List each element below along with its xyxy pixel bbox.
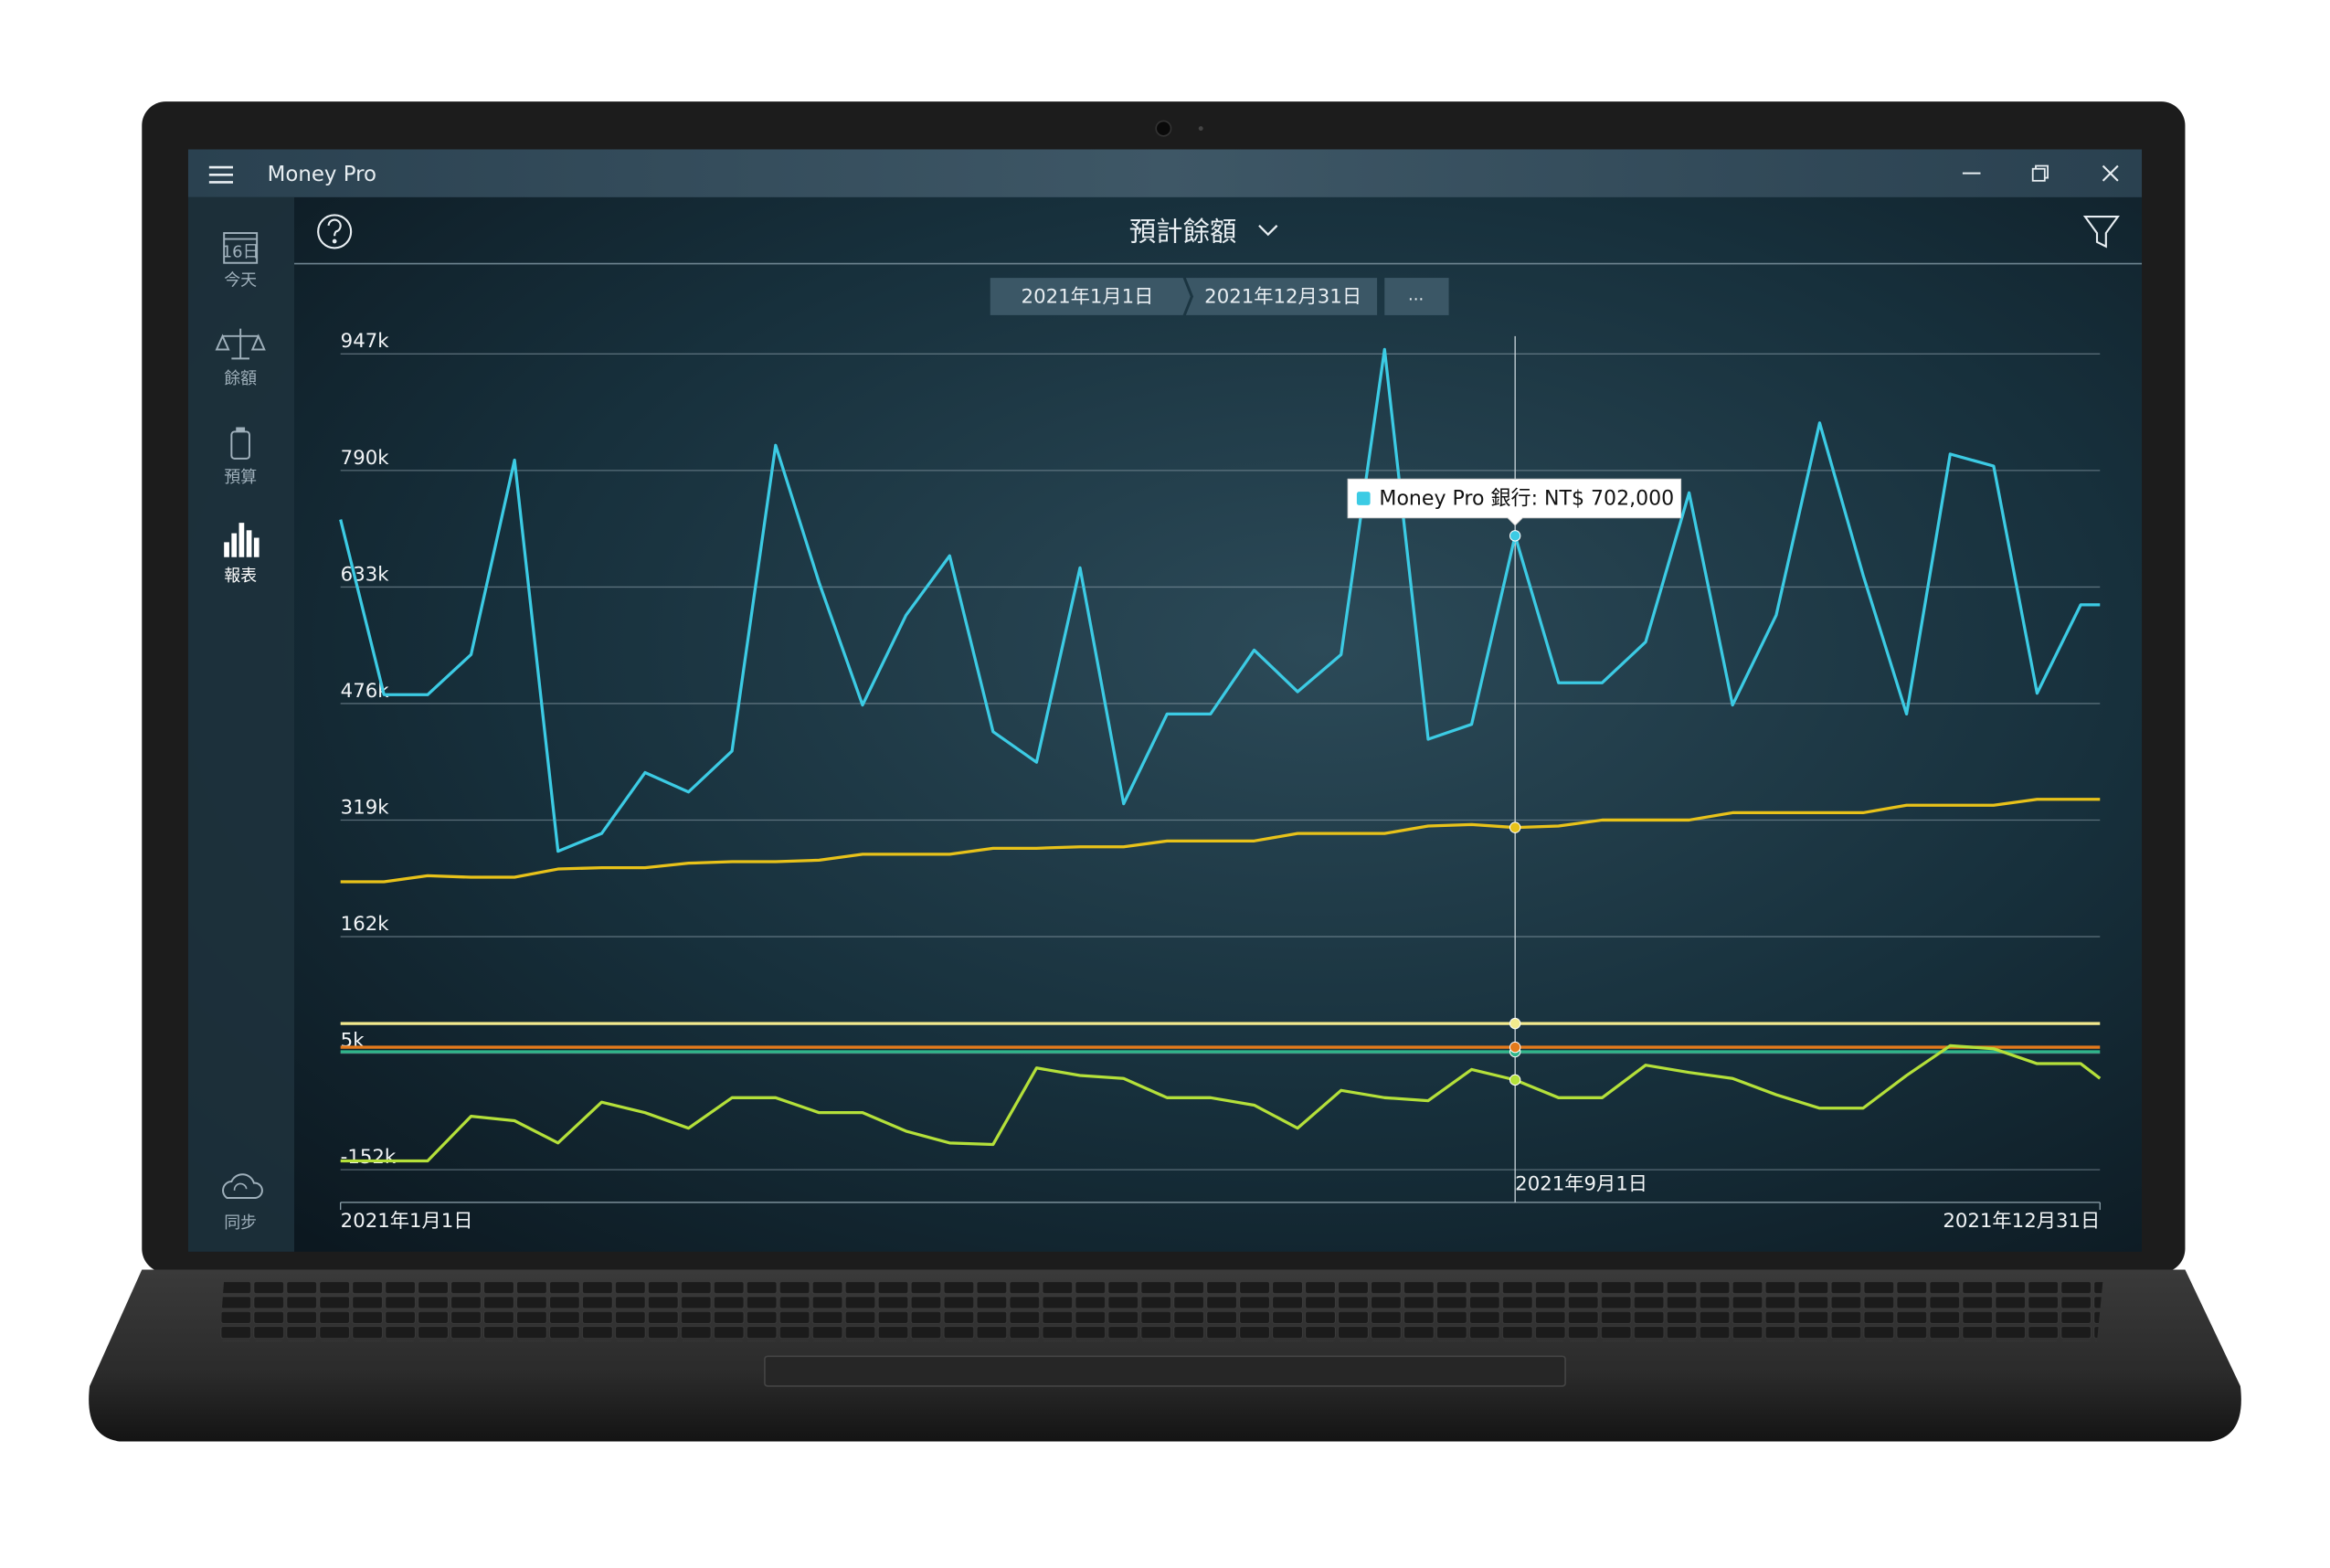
nav-label: 報表 xyxy=(224,567,257,586)
y-tick-label: 319k xyxy=(341,796,390,819)
tooltip-box xyxy=(1347,478,1682,526)
sidebar xyxy=(187,196,295,1252)
filter-button[interactable] xyxy=(2082,215,2120,249)
menu-button[interactable] xyxy=(208,165,233,184)
report-title[interactable]: 預計餘額 xyxy=(1129,217,1237,248)
series-line xyxy=(339,347,2101,853)
keyboard xyxy=(219,1279,2103,1341)
y-tick-label: -152k xyxy=(341,1146,397,1169)
hover-dot xyxy=(1509,1041,1521,1054)
series-line xyxy=(340,798,2101,884)
app-window xyxy=(187,149,2143,1252)
help-button[interactable] xyxy=(317,214,353,249)
tooltip: Money Pro 銀行: NT$ 702,000 xyxy=(1347,478,1682,526)
hover-dot xyxy=(1509,1074,1521,1086)
x-tick-label: 2021年12月31日 xyxy=(1943,1210,2100,1233)
nav-balance[interactable]: 餘額 xyxy=(215,328,266,389)
tooltip-text: Money Pro 銀行: NT$ 702,000 xyxy=(1379,487,1674,510)
plot-area xyxy=(339,347,2102,1163)
close-button[interactable] xyxy=(2102,164,2119,182)
date-end: 2021年12月31日 xyxy=(1204,285,1361,308)
nav-label: 餘額 xyxy=(224,369,257,388)
nav-reports[interactable]: 報表 xyxy=(224,523,259,586)
restore-button[interactable] xyxy=(2031,164,2049,182)
camera xyxy=(1155,120,1172,137)
window-title: Money Pro xyxy=(268,163,376,186)
tooltip-swatch xyxy=(1356,492,1371,505)
y-tick-label: 162k xyxy=(341,913,390,936)
crosshair-date: 2021年9月1日 xyxy=(1515,1172,1647,1195)
title-bar xyxy=(187,149,2143,197)
hover-dot xyxy=(1509,1017,1521,1030)
x-tick-label: 2021年1月1日 xyxy=(341,1210,473,1233)
y-tick-label: 947k xyxy=(341,330,390,353)
nav-label: 預算 xyxy=(224,468,257,487)
nav-today[interactable]: 16日 今天 xyxy=(222,232,259,290)
date-start-pill[interactable] xyxy=(990,278,1191,315)
nav-label: 同步 xyxy=(224,1213,257,1233)
camera-led xyxy=(1198,126,1203,132)
nav-sync[interactable]: 同步 xyxy=(222,1173,263,1233)
nav-label: 今天 xyxy=(224,270,257,290)
date-more: ... xyxy=(1408,286,1424,305)
nav-budget[interactable]: 預算 xyxy=(224,427,257,488)
hover-dot xyxy=(1509,821,1521,833)
calendar-icon-text: 16日 xyxy=(222,242,259,261)
date-end-pill[interactable] xyxy=(1185,278,1378,315)
hover-dot xyxy=(1509,530,1521,542)
series-line xyxy=(340,1044,2102,1163)
date-start: 2021年1月1日 xyxy=(1022,285,1154,308)
report-dropdown[interactable] xyxy=(1258,225,1278,237)
y-tick-label: 790k xyxy=(341,447,390,470)
touchpad xyxy=(764,1355,1566,1387)
chart: 947k790k633k476k319k162k5k-152k2021年1月1日… xyxy=(339,330,2102,1233)
date-more-pill[interactable] xyxy=(1384,278,1449,315)
y-tick-label: 633k xyxy=(341,563,390,586)
y-tick-label: 5k xyxy=(341,1030,365,1053)
